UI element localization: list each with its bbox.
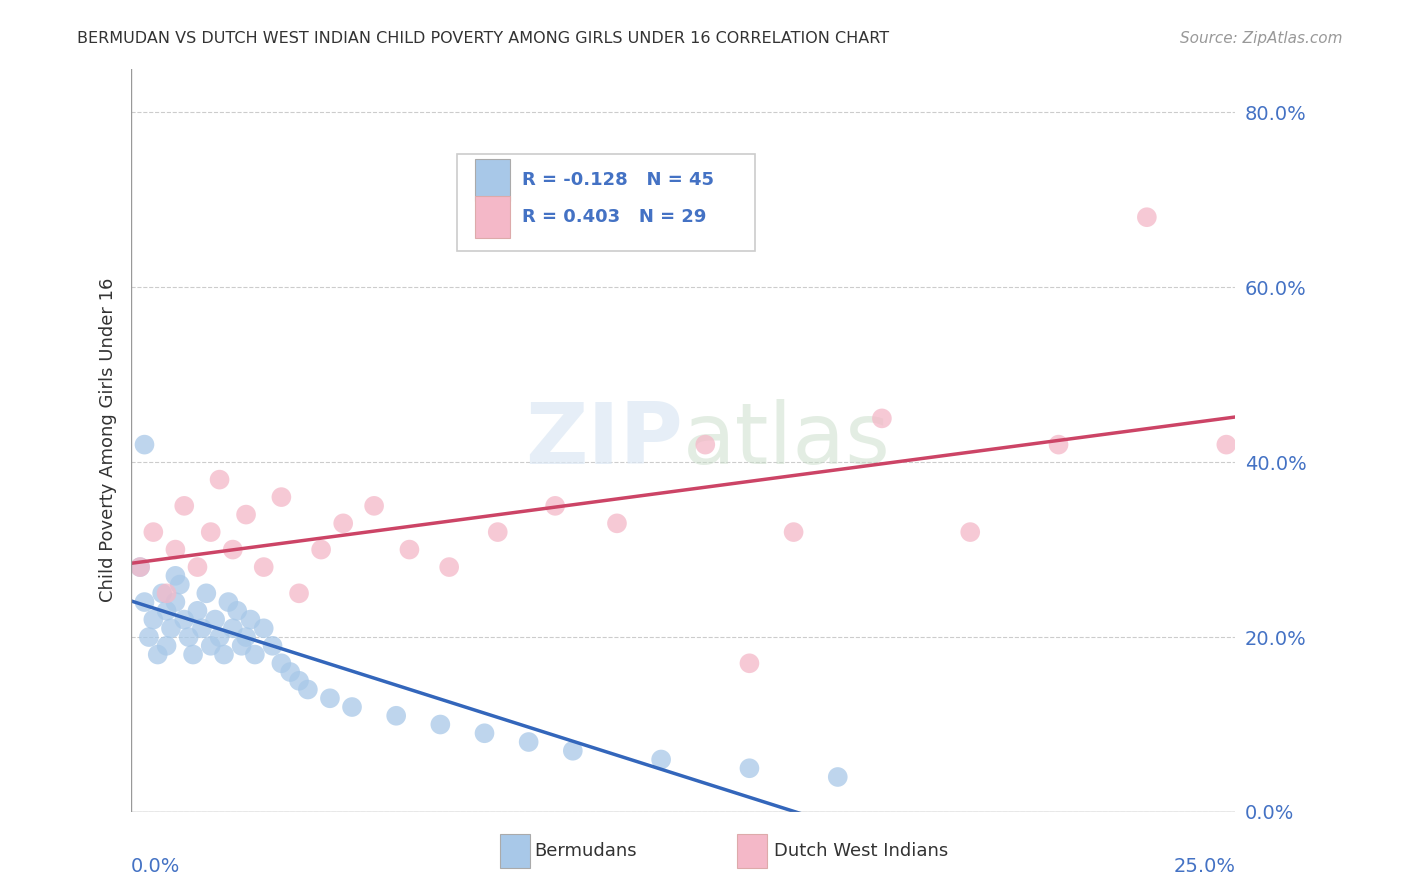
Text: ZIP: ZIP bbox=[526, 399, 683, 482]
Text: 25.0%: 25.0% bbox=[1173, 856, 1234, 876]
Point bbox=[870, 411, 893, 425]
Point bbox=[332, 516, 354, 531]
Point bbox=[134, 437, 156, 451]
Point bbox=[486, 525, 509, 540]
Point bbox=[278, 665, 301, 679]
Point bbox=[695, 437, 717, 451]
Point bbox=[208, 630, 231, 644]
Point bbox=[155, 639, 177, 653]
Point bbox=[429, 717, 451, 731]
Point bbox=[239, 613, 262, 627]
Point bbox=[270, 657, 292, 671]
Point bbox=[146, 648, 169, 662]
Point bbox=[165, 542, 187, 557]
FancyBboxPatch shape bbox=[475, 196, 510, 238]
Point bbox=[142, 525, 165, 540]
Point bbox=[1047, 437, 1070, 451]
Text: R = -0.128   N = 45: R = -0.128 N = 45 bbox=[522, 171, 714, 189]
Point bbox=[827, 770, 849, 784]
Point bbox=[517, 735, 540, 749]
Point bbox=[1215, 437, 1237, 451]
Point bbox=[544, 499, 567, 513]
Point bbox=[253, 560, 276, 574]
Point bbox=[385, 708, 408, 723]
Point bbox=[561, 744, 583, 758]
Text: R = 0.403   N = 29: R = 0.403 N = 29 bbox=[522, 208, 706, 227]
Point bbox=[173, 499, 195, 513]
Point bbox=[169, 577, 191, 591]
Point bbox=[398, 542, 420, 557]
Point bbox=[606, 516, 628, 531]
Point bbox=[165, 595, 187, 609]
Point bbox=[288, 673, 311, 688]
Point bbox=[738, 657, 761, 671]
Point bbox=[177, 630, 200, 644]
Point bbox=[186, 560, 208, 574]
Point bbox=[340, 700, 363, 714]
Point bbox=[217, 595, 239, 609]
Point bbox=[129, 560, 152, 574]
Text: Bermudans: Bermudans bbox=[534, 842, 637, 861]
Point bbox=[270, 490, 292, 504]
Text: 0.0%: 0.0% bbox=[131, 856, 180, 876]
Point bbox=[200, 525, 222, 540]
Point bbox=[195, 586, 218, 600]
Point bbox=[959, 525, 981, 540]
Y-axis label: Child Poverty Among Girls Under 16: Child Poverty Among Girls Under 16 bbox=[100, 278, 117, 602]
Point bbox=[288, 586, 311, 600]
Text: BERMUDAN VS DUTCH WEST INDIAN CHILD POVERTY AMONG GIRLS UNDER 16 CORRELATION CHA: BERMUDAN VS DUTCH WEST INDIAN CHILD POVE… bbox=[77, 31, 890, 46]
Point bbox=[235, 508, 257, 522]
Point bbox=[150, 586, 173, 600]
Point bbox=[204, 613, 226, 627]
Point bbox=[165, 569, 187, 583]
Point bbox=[297, 682, 319, 697]
FancyBboxPatch shape bbox=[737, 833, 768, 869]
Point bbox=[474, 726, 496, 740]
Text: Source: ZipAtlas.com: Source: ZipAtlas.com bbox=[1180, 31, 1343, 46]
Point bbox=[222, 542, 245, 557]
Point bbox=[155, 586, 177, 600]
Point bbox=[738, 761, 761, 775]
Point bbox=[262, 639, 284, 653]
Point bbox=[186, 604, 208, 618]
Point bbox=[212, 648, 235, 662]
Point bbox=[235, 630, 257, 644]
Point bbox=[181, 648, 204, 662]
Point bbox=[1136, 211, 1159, 225]
Point bbox=[363, 499, 385, 513]
Point bbox=[200, 639, 222, 653]
Point bbox=[138, 630, 160, 644]
Point bbox=[129, 560, 152, 574]
Point bbox=[173, 613, 195, 627]
FancyBboxPatch shape bbox=[501, 833, 530, 869]
Point bbox=[160, 621, 183, 635]
Point bbox=[142, 613, 165, 627]
Point bbox=[222, 621, 245, 635]
Point bbox=[319, 691, 342, 706]
Point bbox=[253, 621, 276, 635]
Point bbox=[309, 542, 332, 557]
Point bbox=[782, 525, 804, 540]
Point bbox=[243, 648, 266, 662]
Point bbox=[155, 604, 177, 618]
Text: Dutch West Indians: Dutch West Indians bbox=[773, 842, 948, 861]
Point bbox=[231, 639, 253, 653]
Point bbox=[437, 560, 460, 574]
FancyBboxPatch shape bbox=[457, 154, 755, 251]
Point bbox=[226, 604, 249, 618]
Point bbox=[134, 595, 156, 609]
Text: atlas: atlas bbox=[683, 399, 891, 482]
Point bbox=[191, 621, 214, 635]
Point bbox=[650, 752, 672, 766]
Point bbox=[208, 473, 231, 487]
FancyBboxPatch shape bbox=[475, 159, 510, 202]
